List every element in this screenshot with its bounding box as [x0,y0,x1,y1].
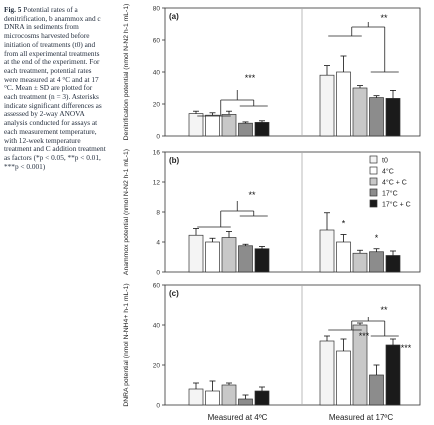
y-axis-label: DNRA potential (nmol N-NH4+ h-1 mL-1) [123,283,130,406]
bar [319,74,335,137]
x-category-label: Measured at 17ºC [329,413,394,422]
bar [254,122,270,137]
significance-label: ** [380,13,388,23]
y-tick-label: 0 [156,134,160,141]
y-axis-label: Anammox potential (nmol N-N2 h-1 mL-1) [123,149,130,275]
panel-label: (b) [169,156,180,165]
bar [238,245,253,273]
y-tick-label: 8 [156,210,160,217]
legend-label: 17°C [382,190,398,198]
legend-label: 4°C + C [382,179,407,187]
bar [188,388,204,406]
panel-label: (c) [169,289,179,298]
significance-label: * [375,233,379,243]
figure-caption: Fig. 5 Potential rates of a denitrificat… [4,5,106,171]
bar [385,98,401,137]
bar [221,237,237,273]
bar [238,398,253,406]
significance-label: ** [248,190,256,200]
panel-label: (a) [169,12,179,21]
y-tick-label: 12 [153,180,161,187]
bar [188,234,204,273]
bar [254,390,270,406]
y-tick-label: 40 [153,323,161,330]
y-tick-label: 16 [153,150,161,157]
bar [336,350,351,406]
y-tick-label: 20 [153,363,161,370]
bar [205,241,220,273]
bar [352,252,368,273]
significance-label: ** [380,305,388,315]
bar [188,113,204,137]
bar [205,114,220,137]
bar [254,248,270,273]
bar [221,114,237,137]
y-tick-label: 0 [156,403,160,410]
significance-label: * [342,219,346,229]
bar [319,229,335,273]
bar [238,122,253,137]
bar [319,340,335,406]
legend-label: t0 [382,158,388,165]
bar [369,374,384,406]
bar [385,255,401,273]
legend-swatch [369,166,378,175]
legend-swatch [369,199,378,208]
legend-swatch [369,177,378,186]
x-category-label: Measured at 4ºC [208,413,268,422]
bar [336,71,351,137]
legend-label: 17°C + C [382,201,411,209]
y-axis-label: Denitrification potential (nmol N-N2 h-1… [123,4,130,141]
y-tick-label: 4 [156,240,160,247]
plot-frame [164,284,421,406]
legend-label: 4°C [382,168,394,176]
figure-label: Fig. 5 [4,5,22,14]
bar [205,390,220,406]
y-tick-label: 60 [153,38,161,45]
legend-swatch [369,188,378,197]
y-tick-label: 80 [153,6,161,13]
y-tick-label: 60 [153,283,161,290]
significance-label: *** [245,73,256,83]
y-tick-label: 20 [153,102,161,109]
legend-swatch [369,155,378,164]
bar [385,344,401,406]
y-tick-label: 40 [153,70,161,77]
y-tick-label: 0 [156,270,160,277]
caption-text: Potential rates of a denitrification, b … [4,5,106,171]
bar [369,251,384,273]
significance-label: *** [359,331,370,341]
bar [369,97,384,137]
bar [221,384,237,406]
significance-label: *** [401,343,412,353]
bar [336,241,351,273]
bar [352,87,368,137]
